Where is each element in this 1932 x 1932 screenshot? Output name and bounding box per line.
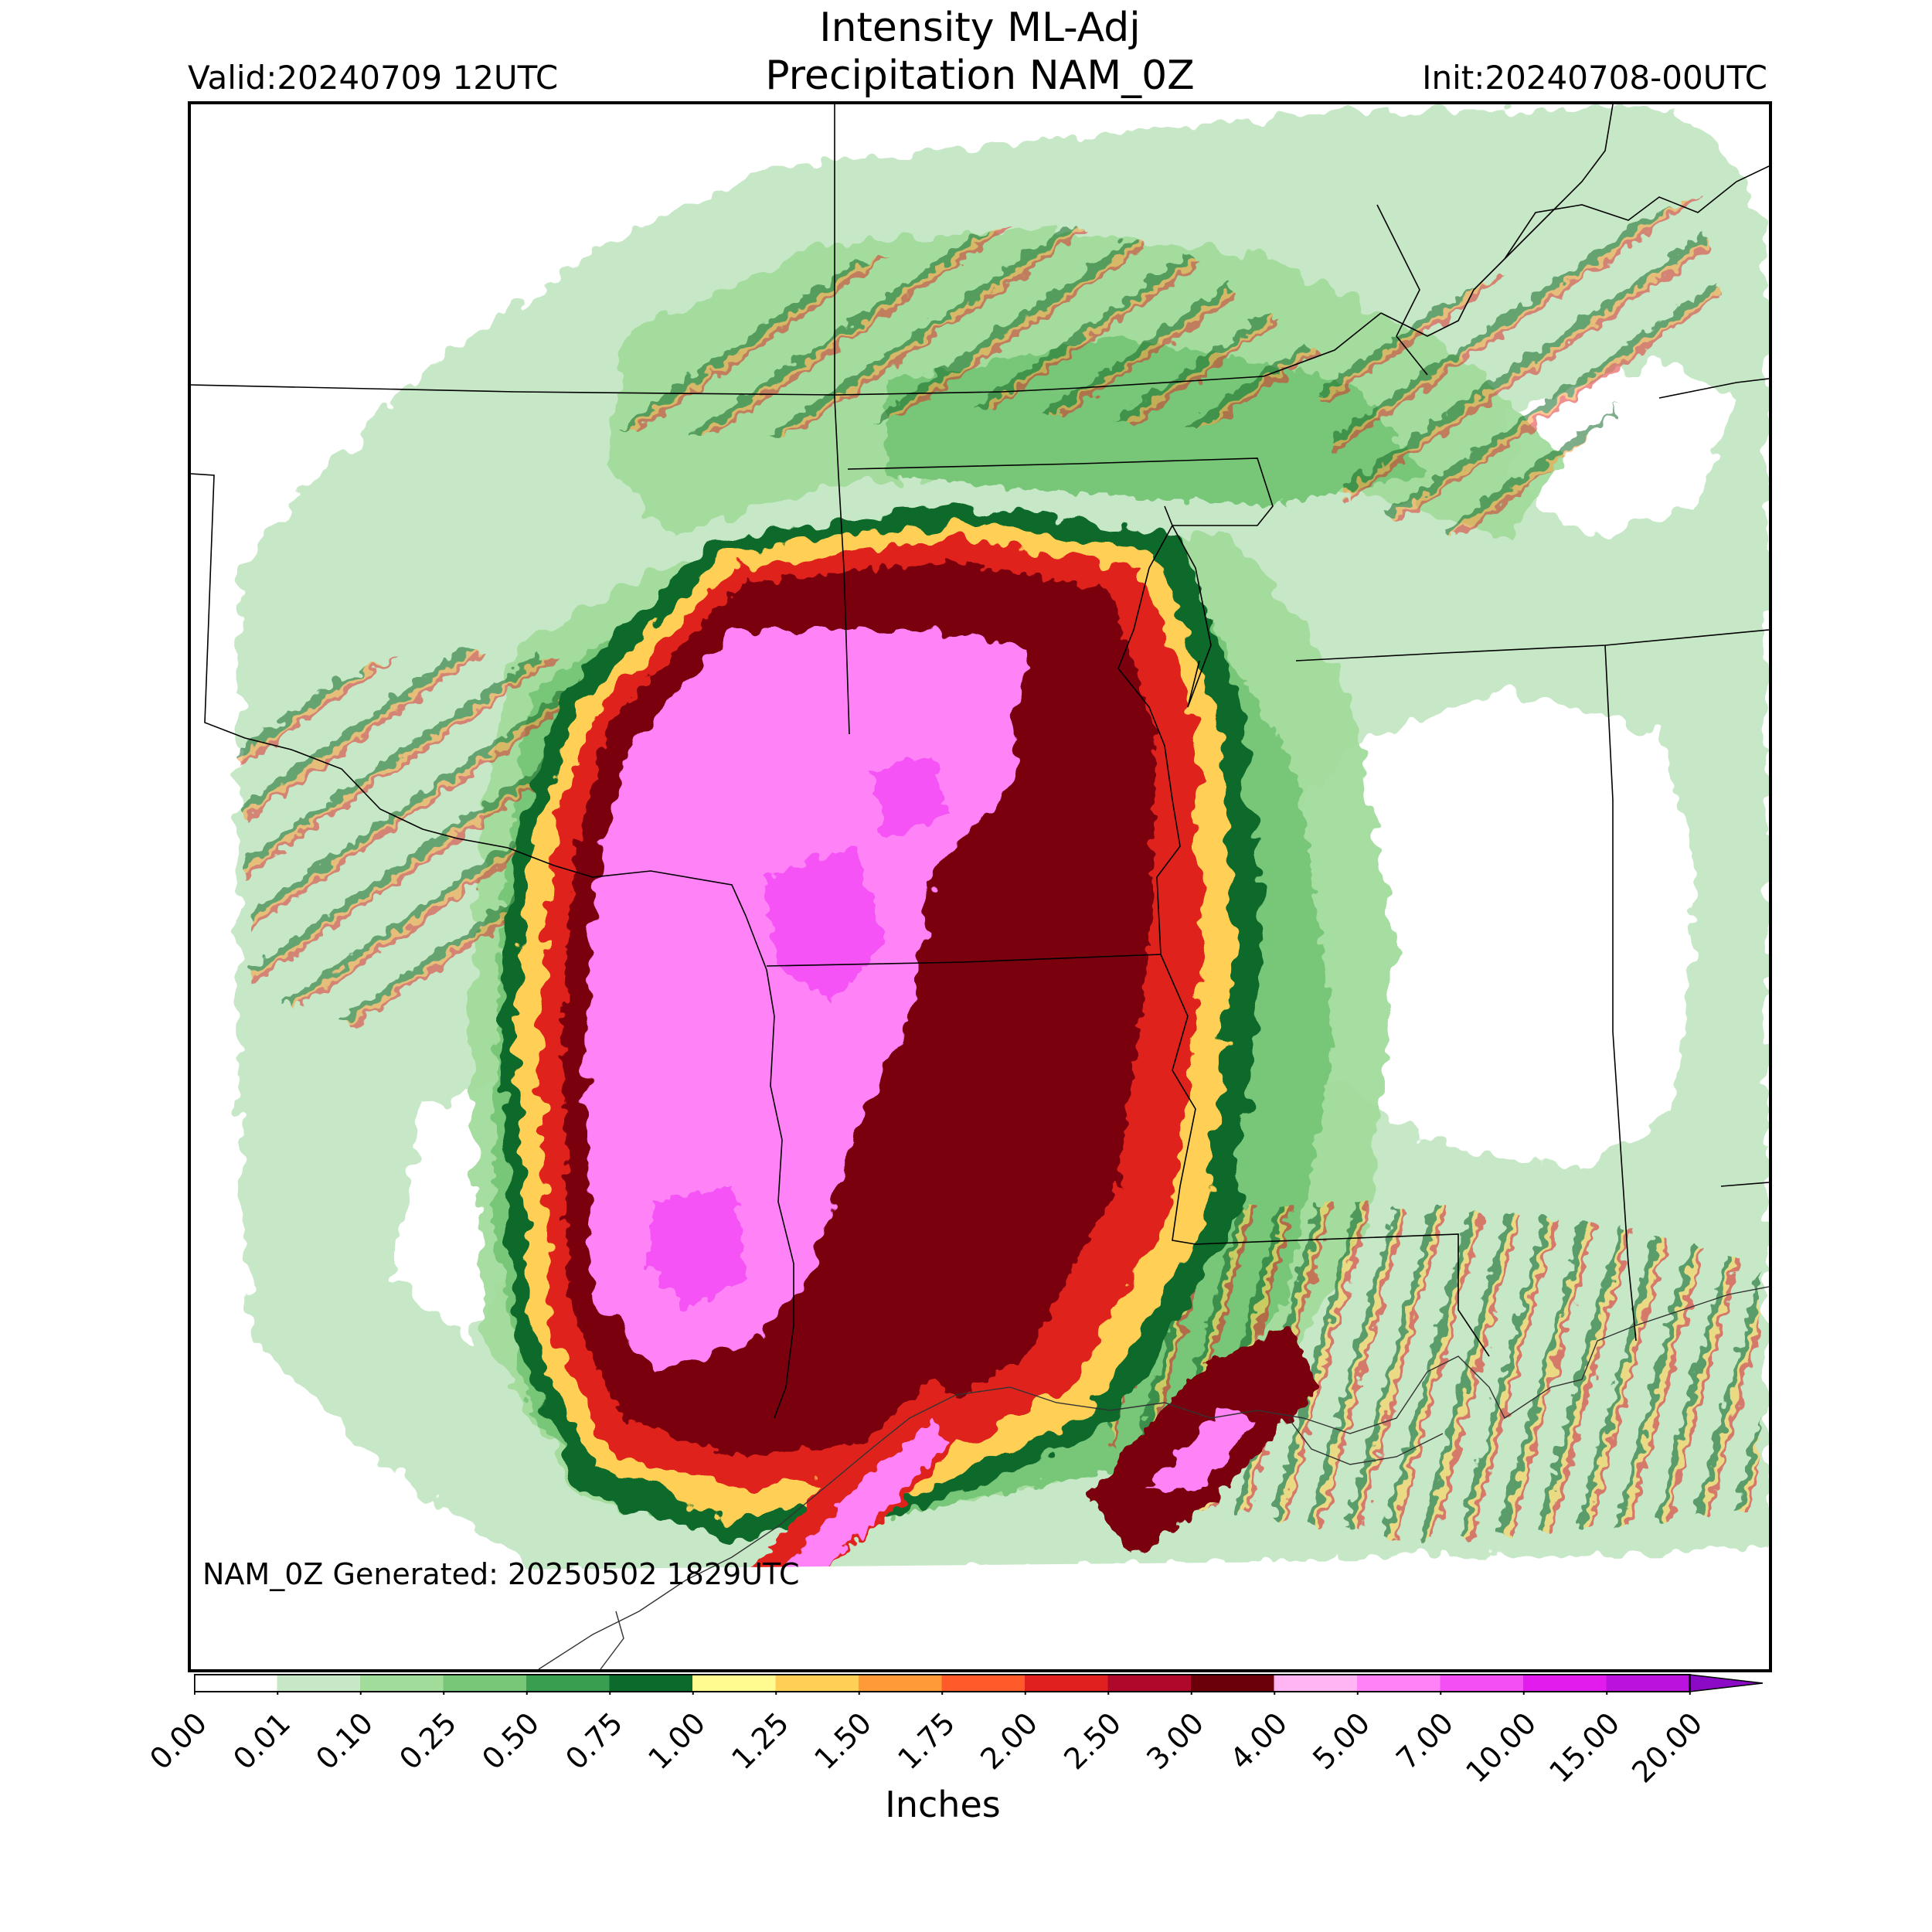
colorbar-tick-label: 0.10: [309, 1706, 380, 1777]
colorbar-bin: [277, 1675, 361, 1692]
colorbar-tick-label: 1.25: [725, 1706, 796, 1777]
colorbar-tick-label: 20.00: [1625, 1706, 1709, 1790]
colorbar-swatches: [193, 1674, 1764, 1695]
colorbar-bin: [692, 1675, 776, 1692]
chart-title-line-1: Intensity ML-Adj: [819, 5, 1141, 51]
colorbar-tick-label: 0.75: [559, 1706, 630, 1777]
init-time-label: Init:20240708-00UTC: [1422, 59, 1767, 97]
colorbar-bin: [1357, 1675, 1440, 1692]
colorbar-bin: [1191, 1675, 1274, 1692]
colorbar-bin: [859, 1675, 942, 1692]
colorbar-extend-arrow: [1689, 1674, 1764, 1692]
colorbar-tick-label: 0.25: [393, 1706, 464, 1777]
generated-timestamp: NAM_0Z Generated: 20250502 1829UTC: [202, 1557, 800, 1591]
colorbar-tick-label: 4.00: [1223, 1706, 1294, 1777]
colorbar-tick-label: 15.00: [1543, 1706, 1627, 1790]
colorbar-bin: [1025, 1675, 1108, 1692]
colorbar-tick-label: 5.00: [1306, 1706, 1377, 1777]
colorbar-tick-label: 10.00: [1459, 1706, 1543, 1790]
colorbar-tick-label: 0.00: [143, 1706, 214, 1777]
colorbar-bin: [360, 1675, 444, 1692]
colorbar-tick-label: 2.50: [1057, 1706, 1128, 1777]
coastline: [538, 1286, 1769, 1669]
precipitation-map: [188, 101, 1772, 1672]
state-borders: [191, 104, 1769, 1419]
colorbar-bin: [526, 1675, 610, 1692]
colorbar-tick-label: 0.50: [475, 1706, 546, 1777]
colorbar-tick-label: 1.75: [891, 1706, 962, 1777]
colorbar-bin: [1523, 1675, 1607, 1692]
colorbar-tick-label: 2.00: [974, 1706, 1045, 1777]
colorbar-tick-label: 3.00: [1140, 1706, 1211, 1777]
precip-coastal-streak: [747, 1325, 1319, 1580]
colorbar-tick-label: 1.00: [641, 1706, 713, 1777]
colorbar-tick-label: 1.50: [808, 1706, 879, 1777]
map-canvas: [191, 104, 1769, 1669]
no-data-south: [191, 1557, 1769, 1669]
colorbar: [193, 1672, 1770, 1698]
colorbar-bin: [443, 1675, 527, 1692]
colorbar-bin: [775, 1675, 859, 1692]
chart-title-line-2: Precipitation NAM_0Z: [765, 53, 1195, 99]
precip-magenta-spots: [647, 753, 948, 1310]
colorbar-bin: [194, 1675, 277, 1692]
colorbar-bin: [609, 1675, 693, 1692]
convective-streaks-west: [237, 645, 593, 1032]
colorbar-bin: [1274, 1675, 1358, 1692]
colorbar-tick-label: 7.00: [1389, 1706, 1461, 1777]
colorbar-units-label: Inches: [885, 1784, 1001, 1825]
colorbar-tick-label: 0.01: [226, 1706, 298, 1777]
colorbar-bin: [941, 1675, 1026, 1692]
colorbar-bin: [1606, 1675, 1690, 1692]
valid-time-label: Valid:20240709 12UTC: [188, 59, 559, 97]
colorbar-bin: [1107, 1675, 1192, 1692]
colorbar-bin: [1440, 1675, 1524, 1692]
